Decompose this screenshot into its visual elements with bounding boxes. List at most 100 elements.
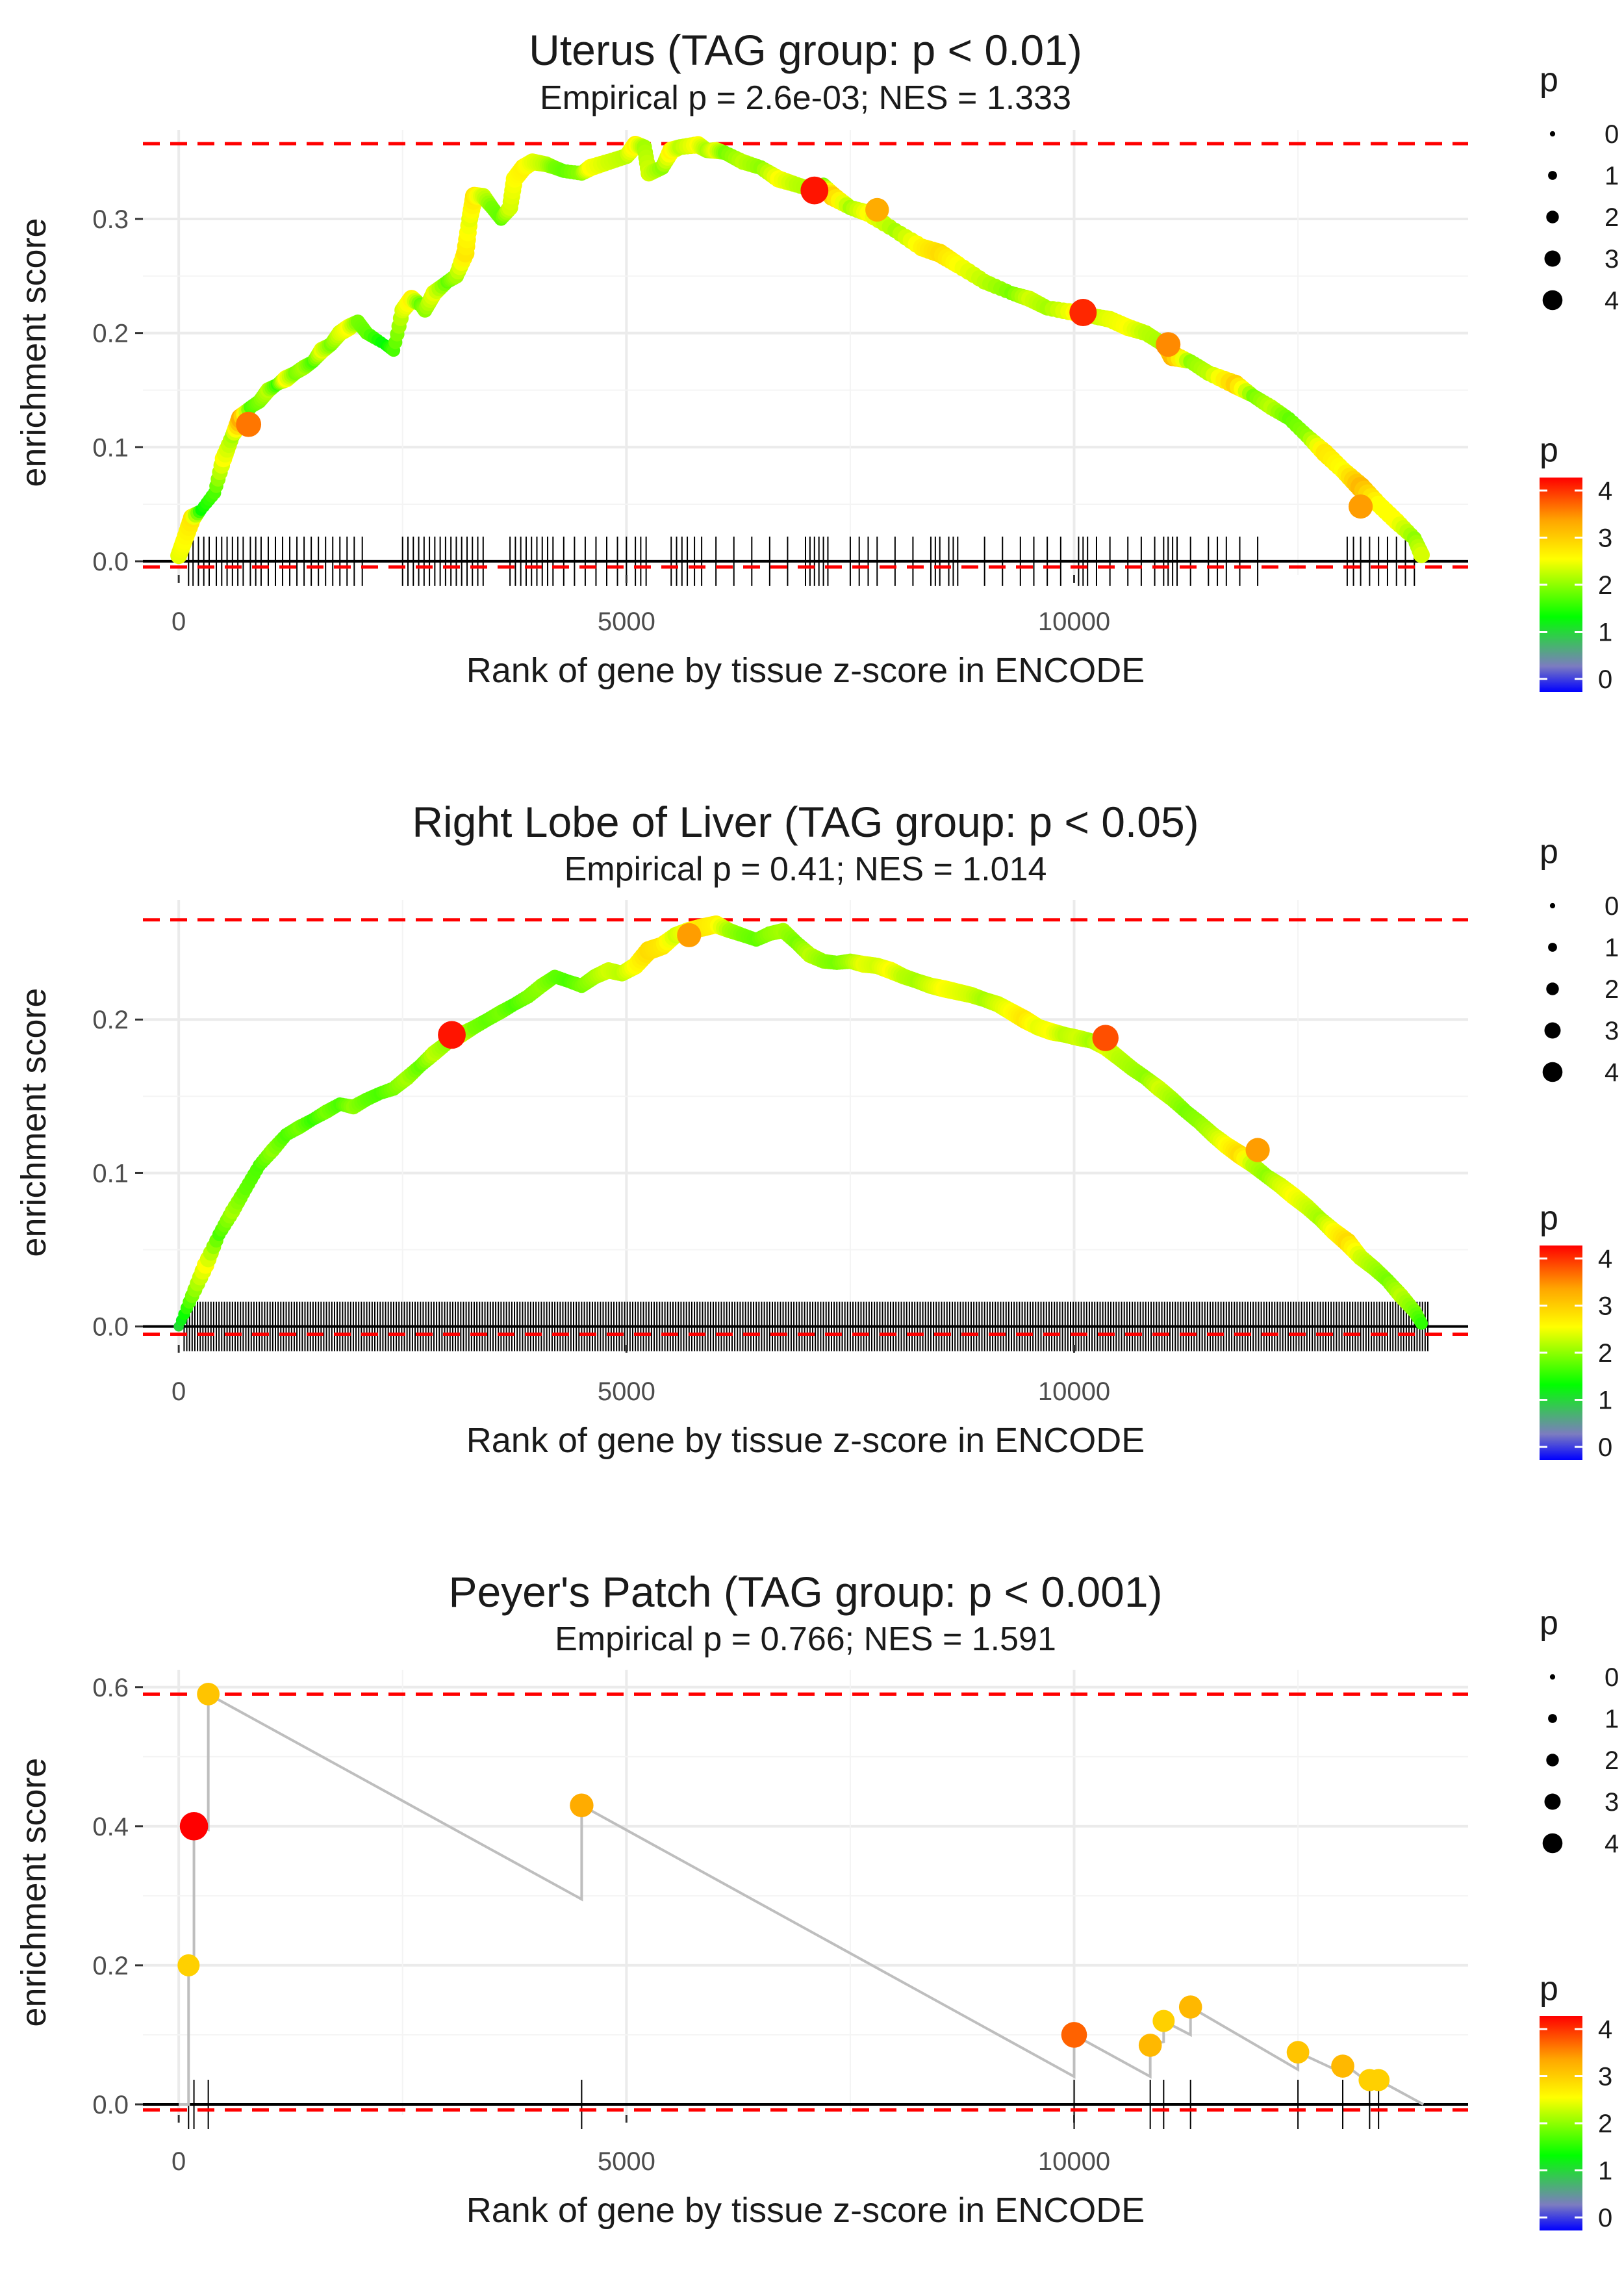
enrichment-point [1348, 494, 1373, 519]
x-tick-label: 10000 [1038, 2147, 1110, 2176]
color-legend-label: 4 [1598, 2015, 1612, 2044]
y-tick-label: 0.0 [92, 1313, 129, 1342]
enrichment-point [1178, 1995, 1202, 2019]
y-tick-label: 0.3 [92, 205, 129, 234]
y-tick-label: 0.1 [92, 433, 129, 462]
chart-title: Right Lobe of Liver (TAG group: p < 0.05… [412, 798, 1199, 846]
enrichment-point [1061, 2022, 1087, 2048]
size-legend-label: 0 [1605, 120, 1619, 149]
x-tick-label: 0 [171, 607, 186, 636]
enrichment-point [236, 411, 262, 437]
color-legend-title: p [1540, 1199, 1558, 1237]
enrichment-point [677, 923, 702, 947]
enrichment-point [1331, 2054, 1354, 2078]
enrichment-point [1138, 2034, 1162, 2057]
x-tick-label: 0 [171, 2147, 186, 2176]
color-legend-label: 4 [1598, 1245, 1612, 1273]
chart-panel-uterus: Uterus (TAG group: p < 0.01) Empirical p … [14, 26, 1619, 694]
chart-panel-peyers-patch: Peyer's Patch (TAG group: p < 0.001) Empi… [14, 1568, 1619, 2232]
color-legend-label: 0 [1598, 665, 1612, 694]
enrichment-point [570, 1793, 594, 1817]
color-legend-title: p [1540, 1970, 1558, 2008]
x-axis-label: Rank of gene by tissue z-score in ENCODE [466, 2191, 1145, 2230]
y-axis-label: enrichment score [14, 218, 53, 487]
x-tick-label: 10000 [1038, 607, 1110, 636]
x-axis-label: Rank of gene by tissue z-score in ENCODE [466, 1421, 1145, 1460]
size-legend-label: 1 [1605, 162, 1619, 190]
size-legend-key [1549, 1674, 1556, 1680]
size-legend-label: 4 [1605, 1058, 1619, 1087]
size-legend-label: 3 [1605, 245, 1619, 274]
size-legend-title: p [1540, 833, 1558, 871]
enrichment-point [1156, 332, 1181, 357]
size-legend-key [1544, 1793, 1561, 1810]
size-legend-label: 2 [1605, 975, 1619, 1004]
chart-subtitle: Empirical p = 0.41; NES = 1.014 [565, 850, 1047, 888]
size-legend-title: p [1540, 61, 1558, 99]
color-legend-title: p [1540, 431, 1558, 469]
color-legend-label: 1 [1598, 2157, 1612, 2186]
x-axis-label: Rank of gene by tissue z-score in ENCODE [466, 651, 1145, 690]
color-legend-label: 3 [1598, 2063, 1612, 2091]
color-legend-label: 4 [1598, 477, 1612, 505]
size-legend-key [1548, 171, 1557, 180]
enrichment-point [438, 1021, 466, 1049]
y-tick-label: 0.0 [92, 548, 129, 576]
size-legend-label: 4 [1605, 1830, 1619, 1858]
size-legend-label: 1 [1605, 934, 1619, 962]
size-legend-key [1548, 943, 1557, 952]
size-legend-label: 2 [1605, 203, 1619, 232]
enrichment-point [177, 1954, 200, 1976]
enrichment-point [800, 176, 829, 205]
size-legend-key [1546, 982, 1559, 995]
color-legend-label: 2 [1598, 2110, 1612, 2138]
enrichment-curve [179, 1692, 1425, 2106]
enrichment-point [197, 1683, 220, 1706]
color-legend-label: 1 [1598, 619, 1612, 647]
enrichment-point [1092, 1025, 1119, 1051]
size-legend-key [1542, 1833, 1563, 1854]
size-legend-key [1546, 1754, 1559, 1767]
y-tick-label: 0.2 [92, 1006, 129, 1034]
size-legend-label: 3 [1605, 1017, 1619, 1045]
x-tick-label: 5000 [598, 1377, 655, 1406]
size-legend-key [1542, 290, 1563, 311]
color-legend-label: 0 [1598, 1433, 1612, 1462]
chart-panel-right-lobe-of-liver: Right Lobe of Liver (TAG group: p < 0.05… [14, 798, 1619, 1462]
size-legend-key [1549, 131, 1556, 137]
enrichment-point [179, 1812, 209, 1841]
enrichment-point [865, 198, 889, 222]
size-legend-label: 1 [1605, 1705, 1619, 1733]
size-legend-label: 2 [1605, 1746, 1619, 1775]
color-legend-label: 1 [1598, 1386, 1612, 1415]
size-legend-key [1544, 1022, 1561, 1039]
x-tick-label: 0 [171, 1377, 186, 1406]
x-tick-label: 5000 [598, 607, 655, 636]
chart-title: Uterus (TAG group: p < 0.01) [529, 26, 1082, 74]
color-legend-label: 0 [1598, 2204, 1612, 2232]
chart-subtitle: Empirical p = 0.766; NES = 1.591 [555, 1620, 1056, 1658]
y-tick-label: 0.0 [92, 2091, 129, 2119]
y-tick-label: 0.1 [92, 1159, 129, 1188]
y-tick-label: 0.6 [92, 1674, 129, 1702]
enrichment-point [1413, 546, 1430, 563]
size-legend-key [1549, 902, 1556, 909]
y-tick-label: 0.4 [92, 1813, 129, 1841]
size-legend-key [1548, 1714, 1557, 1723]
enrichment-curve [177, 143, 1425, 560]
size-legend-key [1546, 211, 1559, 224]
enrichment-point [1245, 1138, 1270, 1162]
chart-title: Peyer's Patch (TAG group: p < 0.001) [448, 1568, 1162, 1616]
enrichment-curve [177, 923, 1425, 1327]
y-tick-label: 0.2 [92, 320, 129, 348]
x-tick-label: 5000 [598, 2147, 655, 2176]
chart-subtitle: Empirical p = 2.6e-03; NES = 1.333 [540, 79, 1071, 117]
enrichment-point [1367, 2069, 1390, 2091]
color-legend-label: 3 [1598, 1292, 1612, 1321]
enrichment-point [1286, 2041, 1310, 2064]
size-legend-label: 3 [1605, 1788, 1619, 1817]
size-legend-key [1544, 250, 1561, 267]
enrichment-point [1152, 2010, 1175, 2032]
color-legend-label: 3 [1598, 524, 1612, 553]
x-tick-label: 10000 [1038, 1377, 1110, 1406]
